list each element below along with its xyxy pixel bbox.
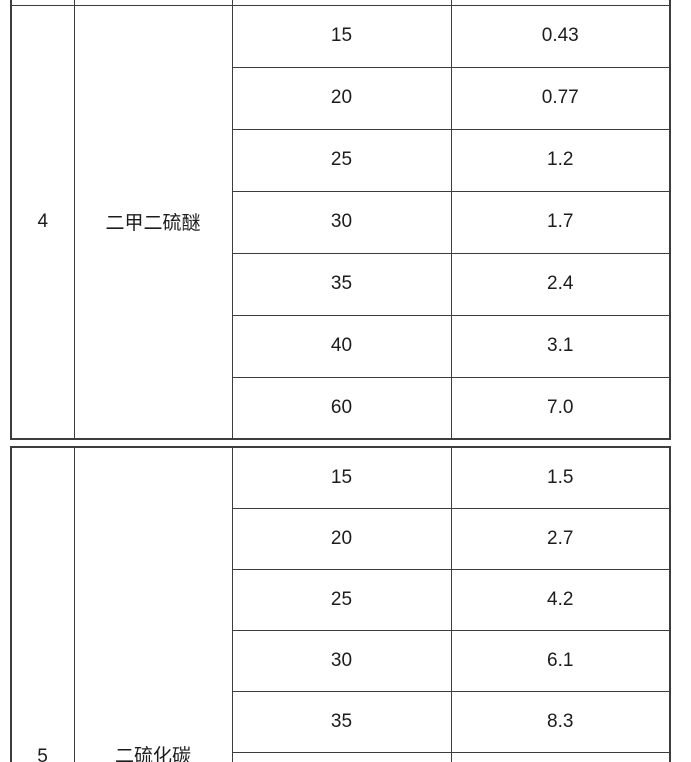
group-index-cell: 4 — [10, 4, 75, 440]
value-cell: 3.1 — [450, 314, 671, 378]
table-row: 60 7.0 — [11, 376, 671, 440]
value-cell: 6.1 — [450, 629, 671, 692]
table-row: 25 4.2 — [11, 568, 671, 631]
value-cell: 2.4 — [450, 252, 671, 316]
table-group-4: 4 二甲二硫醚 15 0.43 20 0.77 25 1.2 30 1.7 35… — [10, 0, 671, 440]
temperature-cell: 30 — [231, 629, 452, 692]
table-row: 35 2.4 — [11, 252, 671, 316]
empty-cell — [450, 751, 671, 762]
table-row: 4 二甲二硫醚 15 0.43 — [10, 4, 671, 440]
group-name-cell: 二甲二硫醚 — [73, 4, 233, 440]
temperature-cell: 25 — [231, 568, 452, 631]
group-name-label: 二硫化碳 — [114, 746, 191, 762]
table-row: 30 6.1 — [11, 629, 671, 692]
temperature-cell: 35 — [231, 252, 452, 316]
group-index-cell — [10, 446, 75, 762]
value-cell: 1.7 — [450, 190, 671, 254]
empty-cell — [231, 751, 452, 762]
value-cell: 4.2 — [450, 568, 671, 631]
table-row: 20 0.77 — [11, 66, 671, 130]
table-row: 25 1.2 — [11, 128, 671, 192]
temperature-cell: 20 — [231, 507, 452, 570]
value-cell: 0.43 — [450, 4, 671, 68]
table-row-partial — [11, 751, 671, 762]
group-name-cell — [73, 446, 233, 762]
temperature-cell: 15 — [231, 4, 452, 68]
table-row: 30 1.7 — [11, 190, 671, 254]
temperature-cell: 35 — [231, 690, 452, 753]
value-cell: 1.5 — [450, 446, 671, 509]
temperature-cell: 60 — [231, 376, 452, 440]
value-cell: 7.0 — [450, 376, 671, 440]
temperature-cell: 30 — [231, 190, 452, 254]
temperature-cell: 40 — [231, 314, 452, 378]
temperature-cell: 15 — [231, 446, 452, 509]
group-index-label: 5 — [37, 746, 48, 762]
table-group-5: 15 1.5 20 2.7 25 4.2 30 6.1 35 8.3 — [10, 446, 671, 762]
table-row: 15 1.5 — [10, 446, 671, 762]
temperature-cell: 20 — [231, 66, 452, 130]
value-cell: 8.3 — [450, 690, 671, 753]
value-cell: 1.2 — [450, 128, 671, 192]
value-cell: 0.77 — [450, 66, 671, 130]
temperature-cell: 25 — [231, 128, 452, 192]
table-row: 35 8.3 — [11, 690, 671, 753]
value-cell: 2.7 — [450, 507, 671, 570]
